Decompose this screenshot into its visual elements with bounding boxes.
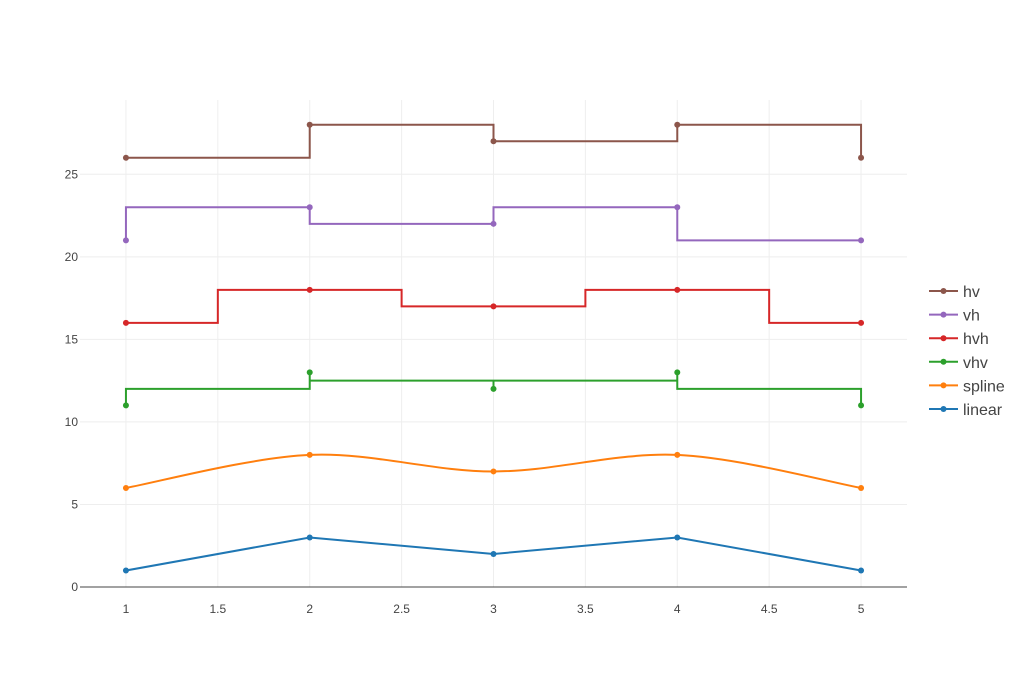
data-point-spline[interactable] — [858, 484, 865, 491]
legend-item-vhv[interactable]: vhv — [929, 355, 988, 372]
data-point-hv[interactable] — [858, 154, 865, 161]
x-tick-label: 1.5 — [209, 602, 226, 616]
legend-marker-icon — [940, 406, 947, 412]
data-point-linear[interactable] — [490, 550, 497, 557]
legend-item-vh[interactable]: vh — [929, 308, 980, 325]
data-point-vh[interactable] — [858, 237, 865, 244]
x-tick-label: 2 — [306, 602, 313, 616]
legend-label: hv — [963, 284, 980, 301]
data-point-hvh[interactable] — [306, 286, 313, 293]
data-point-hv[interactable] — [674, 121, 681, 128]
legend-marker-icon — [940, 335, 947, 342]
x-tick-label: 1 — [123, 602, 130, 616]
legend-label: hvh — [963, 331, 989, 348]
data-point-vhv[interactable] — [306, 369, 313, 376]
x-tick-label: 4.5 — [761, 602, 778, 616]
grid — [80, 100, 907, 587]
y-tick-label: 5 — [71, 497, 78, 511]
data-point-vhv[interactable] — [674, 369, 681, 376]
x-tick-label: 4 — [674, 602, 681, 616]
data-point-linear[interactable] — [674, 534, 681, 541]
legend-item-linear[interactable]: linear — [929, 402, 1003, 419]
x-axis-ticks: 1 1.5 2 2.5 3 3.5 4 4.5 5 — [123, 602, 865, 616]
data-point-vh[interactable] — [122, 237, 129, 244]
data-point-vh[interactable] — [306, 204, 313, 211]
x-tick-label: 5 — [858, 602, 865, 616]
legend-marker-icon — [940, 311, 947, 318]
data-point-hvh[interactable] — [674, 286, 681, 293]
legend-marker-icon — [940, 382, 947, 389]
legend-label: spline — [963, 378, 1005, 395]
legend-item-hvh[interactable]: hvh — [929, 331, 989, 348]
legend-label: linear — [963, 402, 1003, 419]
y-tick-label: 25 — [65, 167, 79, 181]
data-point-spline[interactable] — [674, 451, 681, 458]
data-point-hvh[interactable] — [122, 319, 129, 326]
y-axis-ticks: 0 5 10 15 20 25 — [65, 167, 79, 594]
x-tick-label: 2.5 — [393, 602, 410, 616]
data-point-spline[interactable] — [122, 484, 129, 491]
data-point-vh[interactable] — [674, 204, 681, 211]
data-point-hvh[interactable] — [490, 303, 497, 310]
data-point-linear[interactable] — [306, 534, 313, 541]
data-point-vh[interactable] — [490, 220, 497, 227]
data-point-linear[interactable] — [858, 567, 865, 574]
data-point-spline[interactable] — [306, 451, 313, 458]
x-tick-label: 3.5 — [577, 602, 594, 616]
data-point-vhv[interactable] — [490, 385, 497, 392]
data-point-vhv[interactable] — [122, 402, 129, 409]
y-tick-label: 20 — [65, 250, 79, 264]
x-tick-label: 3 — [490, 602, 497, 616]
y-tick-label: 0 — [71, 580, 78, 594]
data-point-vhv[interactable] — [858, 402, 865, 409]
legend-marker-icon — [940, 358, 947, 365]
series-points — [122, 121, 865, 574]
data-point-hvh[interactable] — [858, 319, 865, 326]
legend-item-hv[interactable]: hv — [929, 284, 980, 301]
data-point-hv[interactable] — [306, 121, 313, 128]
legend-label: vhv — [963, 355, 988, 372]
data-point-hv[interactable] — [122, 154, 129, 161]
legend[interactable]: hv vh hvh vhv spline linear — [929, 284, 1005, 419]
legend-item-spline[interactable]: spline — [929, 378, 1005, 395]
data-point-linear[interactable] — [122, 567, 129, 574]
data-point-spline[interactable] — [490, 468, 497, 475]
y-tick-label: 10 — [65, 415, 79, 429]
data-point-hv[interactable] — [490, 138, 497, 145]
legend-marker-icon — [940, 288, 947, 294]
legend-label: vh — [963, 308, 980, 325]
y-tick-label: 15 — [65, 332, 79, 346]
